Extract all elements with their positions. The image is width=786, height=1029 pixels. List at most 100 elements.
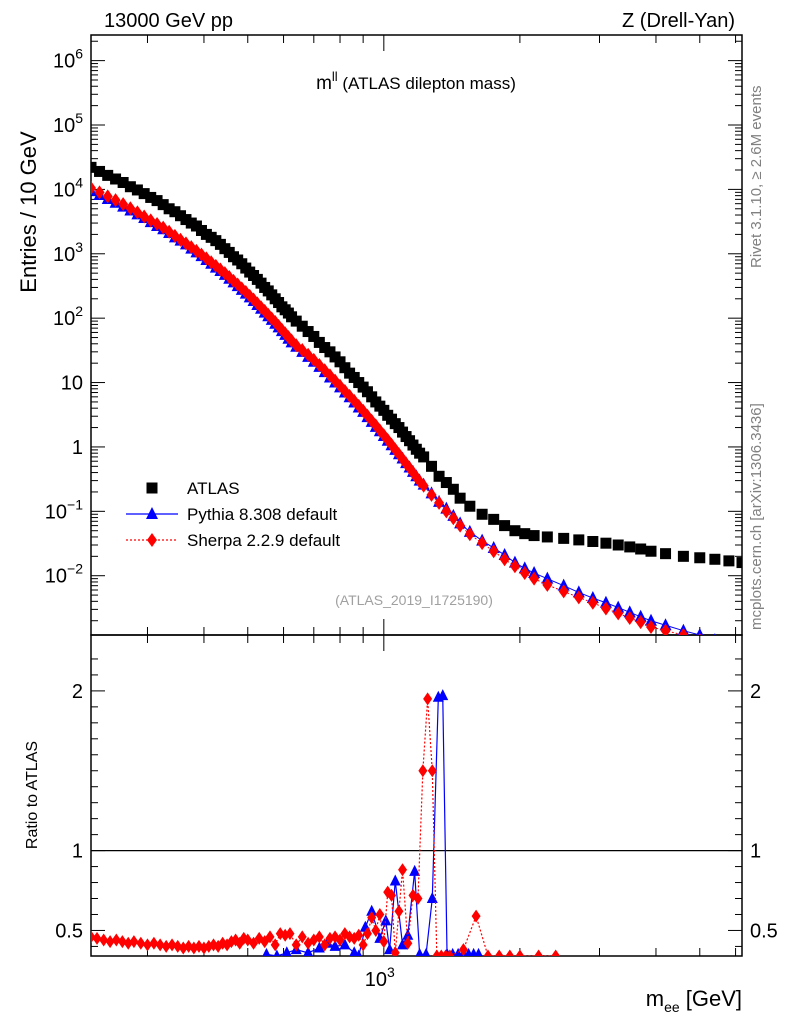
- atlas-point: [694, 552, 706, 564]
- pythia-8-308-default-ratio-point: [281, 946, 292, 956]
- sherpa-2-2-9-default-point: [645, 619, 656, 634]
- sherpa-2-2-9-default-ratio-point: [390, 946, 400, 956]
- sherpa-2-2-9-default-ratio-point: [418, 764, 428, 778]
- sherpa-2-2-9-default-ratio-point: [423, 692, 433, 706]
- atlas-point: [677, 550, 689, 562]
- y-tick-label-exp: 6: [75, 46, 83, 62]
- x-axis-label-sub: ee: [664, 999, 680, 1015]
- y-tick-label-base: 10: [45, 501, 67, 523]
- ratio-y-tick-label: 2: [72, 681, 83, 703]
- sherpa-2-2-9-default-point: [698, 633, 702, 635]
- sherpa-2-2-9-default-point: [509, 559, 520, 574]
- sherpa-2-2-9-default-point: [91, 181, 96, 196]
- sherpa-2-2-9-default-ratio-point: [105, 935, 115, 949]
- ratio-y-tick-label-right: 0.5: [750, 920, 778, 942]
- sherpa-2-2-9-default-point: [464, 527, 475, 542]
- main-data-layer: [91, 161, 742, 635]
- sherpa-2-2-9-default-ratio-point: [375, 907, 385, 921]
- sherpa-2-2-9-default-ratio-point: [161, 939, 171, 953]
- side-text-top: Rivet 3.1.10, ≥ 2.6M events: [748, 86, 765, 269]
- y-tick-label: 103: [53, 239, 83, 266]
- sherpa-2-2-9-default-ratio-point: [291, 938, 301, 952]
- x-tick-label: 103: [365, 964, 395, 991]
- atlas-point: [736, 557, 742, 569]
- y-tick-label-base: 10: [53, 244, 75, 266]
- sherpa-2-2-9-default-ratio-line: [91, 698, 556, 956]
- sherpa-2-2-9-default-ratio-point: [265, 930, 275, 944]
- x-axis-label-suffix: [GeV]: [680, 986, 742, 1011]
- atlas-point: [131, 184, 143, 196]
- plot-title-suffix: (ATLAS dilepton mass): [338, 74, 516, 93]
- header-right: Z (Drell-Yan): [622, 10, 735, 32]
- atlas-point: [454, 492, 466, 504]
- sherpa-2-2-9-default-point: [660, 623, 671, 635]
- y-tick-label: 106: [53, 46, 83, 73]
- atlas-point: [138, 188, 150, 200]
- ratio-y-tick-label-right: 1: [750, 841, 761, 863]
- sherpa-2-2-9-default-point: [519, 566, 530, 581]
- pythia-8-308-default-ratio-point: [415, 947, 424, 956]
- pythia-8-308-default-ratio-point: [402, 928, 414, 940]
- sherpa-2-2-9-default-point: [94, 185, 105, 200]
- sherpa-2-2-9-default-point: [441, 504, 452, 519]
- sherpa-2-2-9-default-ratio-point: [92, 931, 102, 945]
- ratio-y-axis-label: Ratio to ATLAS: [24, 741, 41, 849]
- pythia-8-308-default-ratio-point: [313, 941, 325, 953]
- sherpa-2-2-9-default-point: [418, 478, 429, 493]
- pythia-8-308-default-point: [541, 571, 554, 584]
- sherpa-2-2-9-default-point: [118, 197, 129, 212]
- sherpa-2-2-9-default-ratio-point: [483, 949, 493, 956]
- y-tick-label: 105: [53, 110, 83, 137]
- sherpa-2-2-9-default-ratio-point: [458, 943, 468, 956]
- sherpa-2-2-9-default-point: [477, 536, 488, 551]
- sherpa-2-2-9-default-ratio-point: [285, 927, 295, 941]
- pythia-8-308-default-point: [713, 633, 716, 635]
- sherpa-2-2-9-default-point: [542, 577, 553, 592]
- sherpa-2-2-9-default-ratio-point: [394, 904, 404, 918]
- atlas-point: [290, 315, 302, 327]
- sherpa-2-2-9-default-ratio-point: [362, 927, 372, 941]
- atlas-point: [296, 320, 308, 332]
- sherpa-2-2-9-default-ratio-point: [142, 938, 152, 952]
- pythia-8-308-default-ratio-point: [389, 874, 401, 886]
- sherpa-2-2-9-default-line: [91, 187, 686, 635]
- y-tick-label-exp: 5: [75, 110, 83, 126]
- header-left: 13000 GeV pp: [104, 10, 233, 32]
- sherpa-2-2-9-default-ratio-point: [129, 935, 139, 949]
- sherpa-2-2-9-default-point: [448, 511, 459, 526]
- y-tick-label: 10−2: [45, 561, 83, 588]
- sherpa-2-2-9-default-ratio-point: [398, 863, 408, 877]
- pythia-8-308-default-ratio-point: [366, 904, 378, 916]
- sherpa-2-2-9-default-ratio-point: [387, 888, 397, 902]
- atlas-point: [709, 553, 721, 565]
- atlas-point: [499, 520, 511, 532]
- sherpa-2-2-9-default-point: [529, 571, 540, 586]
- y-tick-label: 102: [53, 303, 83, 330]
- sherpa-2-2-9-default-point: [558, 584, 569, 599]
- legend-marker-atlas: [146, 482, 158, 494]
- x-axis-label-main: m: [646, 986, 664, 1011]
- atlas-point: [541, 531, 553, 543]
- atlas-point: [624, 541, 636, 553]
- sherpa-2-2-9-default-ratio-point: [270, 938, 280, 952]
- x-tick-label-exp: 3: [387, 964, 395, 980]
- x-axis-label: mee [GeV]: [646, 986, 742, 1015]
- sherpa-2-2-9-default-point: [488, 544, 499, 559]
- legend-marker-sherpa-2-2-9-default: [147, 533, 157, 547]
- sherpa-2-2-9-default-ratio-point: [534, 949, 544, 956]
- y-tick-label-base: 10: [45, 566, 67, 588]
- atlas-point: [645, 545, 657, 557]
- sherpa-2-2-9-default-point: [455, 518, 466, 533]
- sherpa-2-2-9-default-ratio-point: [99, 933, 109, 947]
- y-tick-label-base: 10: [53, 115, 75, 137]
- pythia-8-308-default-point: [696, 628, 704, 635]
- y-tick-label-exp: −2: [67, 561, 83, 577]
- y-tick-label: 104: [53, 174, 83, 201]
- y-tick-label-base: 10: [53, 179, 75, 201]
- pythia-8-308-default-ratio-point: [409, 864, 421, 876]
- pythia-8-308-default-ratio-point: [437, 689, 449, 701]
- y-tick-label-base: 10: [61, 373, 83, 395]
- atlas-point: [110, 173, 122, 185]
- sherpa-2-2-9-default-ratio-point: [320, 938, 330, 952]
